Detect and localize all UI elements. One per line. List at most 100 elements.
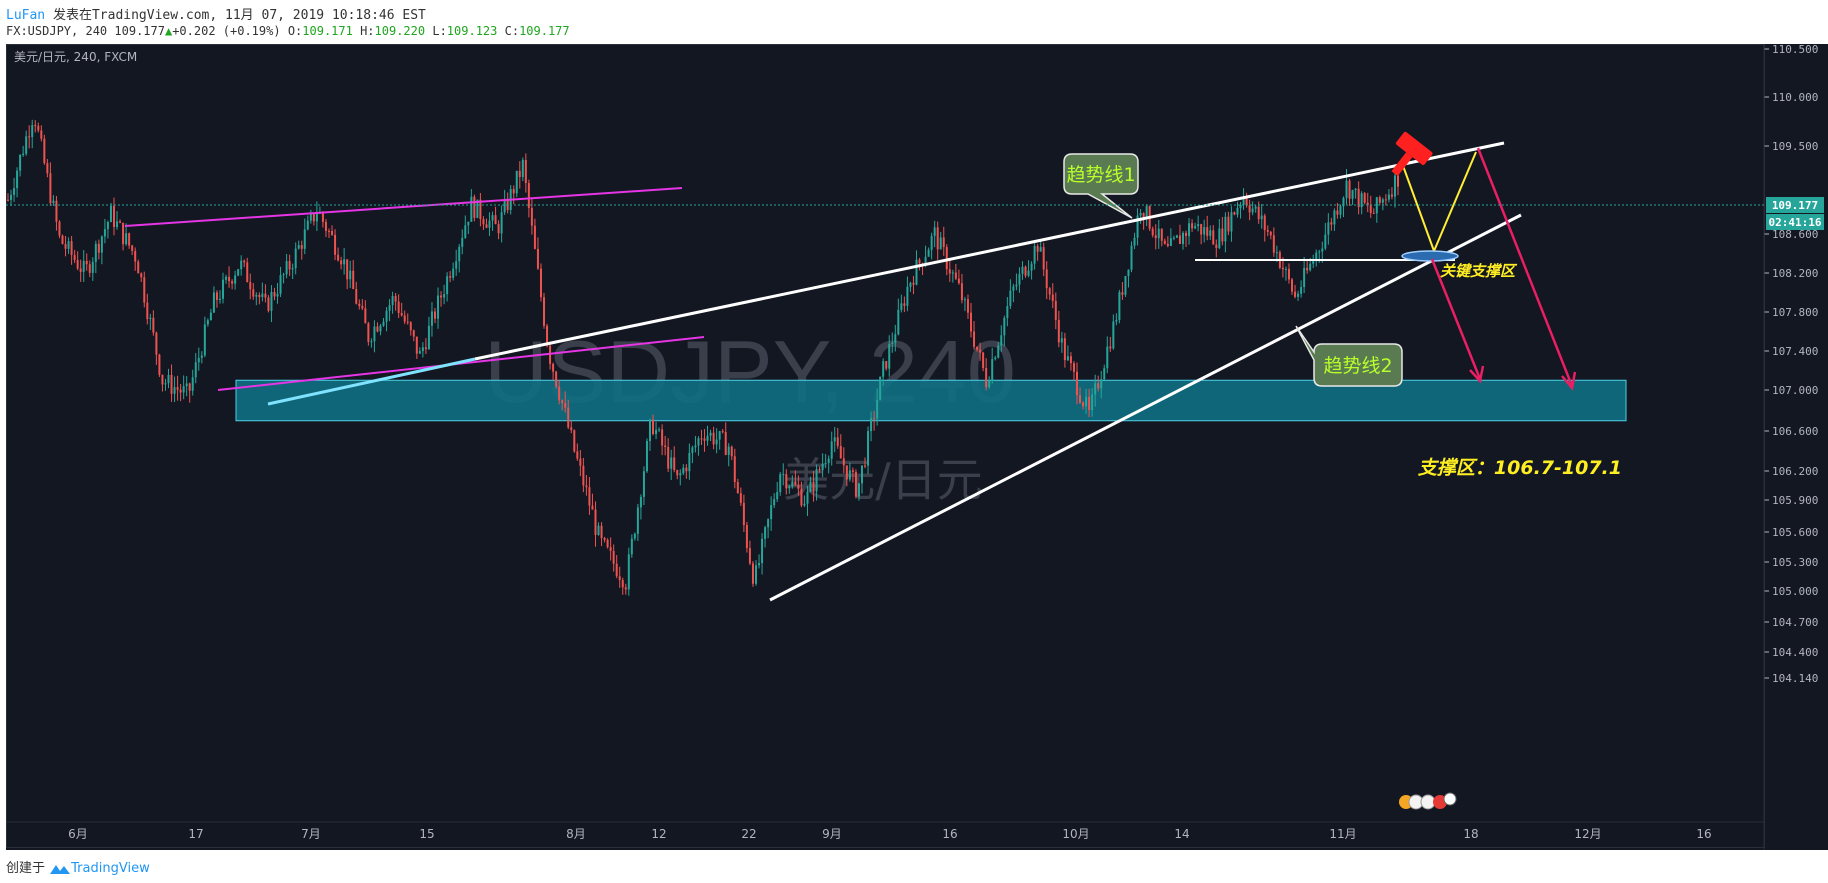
publish-info: 发表在TradingView.com, 11月 07, 2019 10:18:4…: [52, 8, 426, 23]
candle-body: [379, 325, 382, 332]
candle-body: [1118, 292, 1121, 321]
candle-body: [427, 325, 430, 350]
author-link[interactable]: LuFan: [6, 8, 46, 23]
support-zone-box[interactable]: [235, 379, 1627, 422]
candle-body: [437, 295, 440, 319]
candle-body: [1315, 252, 1318, 261]
candle-body: [1236, 207, 1239, 215]
trendline-1-callout[interactable]: 趋势线1: [1063, 153, 1139, 219]
price-axis[interactable]: 110.500 110.000 109.500 108.600 108.200 107.8…: [1763, 44, 1818, 850]
candle-body: [1027, 270, 1030, 276]
candle-body: [900, 303, 903, 310]
candle-body: [679, 473, 682, 476]
candle-body: [918, 259, 921, 264]
candle-body: [200, 355, 203, 358]
candle-body: [767, 519, 770, 528]
candle-body: [1366, 202, 1369, 206]
candle-body: [661, 429, 664, 446]
candle-body: [600, 525, 603, 539]
candle-body: [1272, 235, 1275, 253]
candle-body: [206, 320, 209, 325]
trendline-1[interactable]: [474, 141, 1505, 361]
time-tick-label: 7月: [301, 827, 321, 841]
candle-body: [573, 430, 576, 452]
candle-body: [739, 493, 742, 503]
event-icons[interactable]: [1399, 792, 1457, 810]
candle-body: [52, 200, 55, 204]
candle-body: [839, 446, 842, 459]
candle-body: [533, 225, 536, 249]
candle-body: [591, 505, 594, 510]
time-tick-label: 14: [1174, 827, 1189, 841]
candle-body: [106, 222, 109, 230]
candle-body: [1115, 320, 1118, 322]
price-tick-label: 107.400: [1772, 345, 1818, 358]
publish-header: LuFan 发表在TradingView.com, 11月 07, 2019 1…: [6, 4, 426, 23]
candle-body: [373, 326, 376, 342]
candle-body: [1191, 223, 1194, 229]
candle-body: [403, 315, 406, 322]
footer: 创建于 TradingView: [6, 857, 150, 876]
candle-body: [1363, 193, 1366, 203]
candle-body: [951, 272, 954, 274]
candle-body: [957, 278, 960, 284]
low-label: L:: [432, 24, 447, 38]
candle-body: [700, 438, 703, 440]
candle-body: [464, 225, 467, 238]
candle-body: [1130, 245, 1133, 270]
candle-body: [736, 482, 739, 494]
candle-body: [903, 303, 906, 306]
trendline-2[interactable]: [769, 213, 1522, 602]
candle-body: [1124, 275, 1127, 295]
candle-body: [536, 248, 539, 269]
tradingview-link[interactable]: TradingView: [71, 861, 150, 876]
candle-body: [1021, 266, 1024, 274]
open-value: 109.171: [302, 24, 353, 38]
key-support-ellipse[interactable]: [1401, 250, 1459, 262]
candle-body: [485, 224, 488, 228]
candle-body: [576, 451, 579, 459]
candle-body: [364, 308, 367, 324]
trendline-2-callout[interactable]: 趋势线2: [1295, 325, 1403, 387]
candle-body: [1154, 235, 1157, 239]
candle-body: [1287, 268, 1290, 280]
candle-body: [615, 563, 618, 577]
magenta-upper-line[interactable]: [124, 187, 683, 227]
candle-body: [579, 458, 582, 466]
candle-body: [321, 212, 324, 222]
candle-body: [773, 499, 776, 506]
candle-body: [1309, 263, 1312, 271]
candle-body: [942, 237, 945, 248]
time-axis[interactable]: 6月 17 7月 15 8月 12 22 9月 16 10月 14 11月 18 12月 16: [6, 821, 1764, 841]
candle-body: [1178, 235, 1181, 244]
candle-body: [933, 227, 936, 236]
projection-arrow-1[interactable]: [1430, 258, 1482, 380]
chart-canvas[interactable]: 110.500 110.000 109.500 108.600 108.200 107.8…: [0, 44, 1828, 850]
candle-body: [915, 259, 918, 285]
candle-body: [985, 368, 988, 388]
projection-arrow-2[interactable]: [1476, 147, 1574, 387]
candle-body: [543, 297, 546, 326]
candle-body: [103, 229, 106, 237]
candle-body: [836, 437, 839, 447]
candle-body: [79, 268, 82, 272]
candle-body: [385, 310, 388, 322]
candle-body: [249, 282, 252, 290]
price-tick-label: 104.700: [1772, 616, 1818, 629]
candle-body: [709, 432, 712, 436]
candle-body: [261, 293, 264, 297]
candle-body: [88, 264, 91, 273]
candle-body: [430, 311, 433, 326]
candle-body: [991, 359, 994, 381]
candle-body: [1185, 232, 1188, 237]
candle-body: [122, 222, 125, 245]
candle-body: [237, 269, 240, 276]
candle-body: [979, 349, 982, 353]
symbol-line: FX:USDJPY, 240: [6, 24, 108, 38]
candle-body: [25, 136, 28, 154]
candle-body: [624, 587, 627, 590]
candle-body: [267, 297, 270, 311]
light-blue-line[interactable]: [267, 357, 476, 406]
candle-body: [424, 347, 427, 350]
candle-body: [1321, 248, 1324, 252]
